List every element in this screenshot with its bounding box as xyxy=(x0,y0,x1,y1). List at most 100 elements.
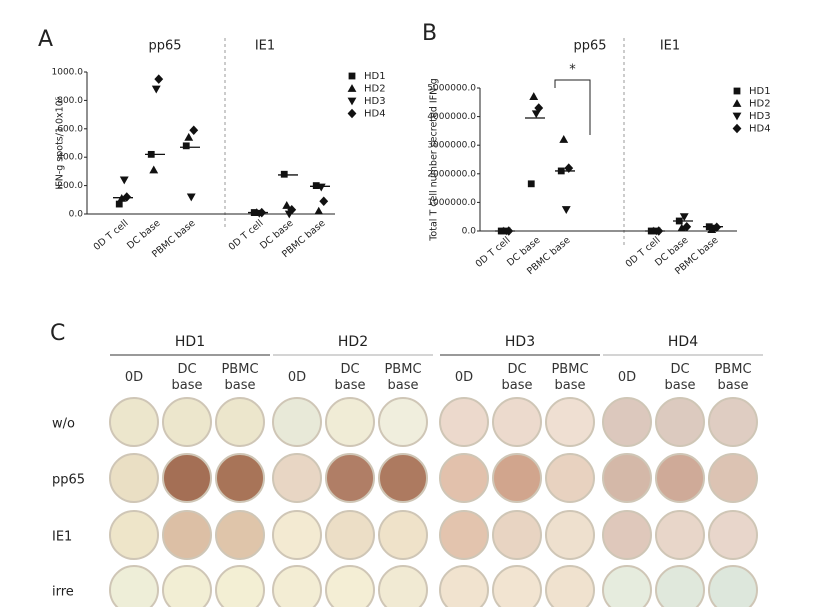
well xyxy=(109,510,159,560)
well xyxy=(602,510,652,560)
well xyxy=(109,565,159,607)
well xyxy=(492,510,542,560)
data-point xyxy=(282,201,292,209)
data-point xyxy=(287,204,297,215)
condition-label: 0D xyxy=(287,370,307,385)
data-point xyxy=(682,221,692,232)
condition-label: 0D xyxy=(124,370,144,385)
well xyxy=(325,510,375,560)
data-point xyxy=(654,226,664,236)
y-axis-label: Total T cell number secreted IFN-g xyxy=(429,78,440,242)
well xyxy=(162,397,212,447)
data-point xyxy=(189,125,199,135)
donor-label: HD1 xyxy=(175,334,205,350)
group-label: IE1 xyxy=(660,39,680,54)
significance-bracket xyxy=(554,79,591,135)
treatment-label: irre xyxy=(52,585,74,600)
well xyxy=(439,510,489,560)
y-tick-label: 1000.0 xyxy=(52,68,84,78)
well xyxy=(162,453,212,503)
y-tick-label: 400.0 xyxy=(57,153,83,163)
well xyxy=(655,510,705,560)
donor-label: HD3 xyxy=(505,334,535,350)
well xyxy=(708,510,758,560)
legend-label: HD1 xyxy=(749,86,771,97)
legend-label: HD3 xyxy=(749,111,771,122)
y-tick-label: 3000000.0 xyxy=(427,141,476,151)
legend-label: HD2 xyxy=(749,99,771,110)
well xyxy=(378,397,428,447)
well xyxy=(545,397,595,447)
well xyxy=(378,453,428,503)
condition-label: DC base xyxy=(664,362,696,393)
legend-label: HD2 xyxy=(364,84,386,95)
legend-marker xyxy=(733,87,741,95)
y-tick-label: 200.0 xyxy=(57,181,83,191)
data-point xyxy=(154,74,164,84)
data-point xyxy=(677,223,687,232)
panel-label: B xyxy=(422,21,437,46)
legend-marker xyxy=(732,112,742,121)
data-point xyxy=(712,222,722,233)
legend-label: HD4 xyxy=(749,124,771,135)
well xyxy=(708,453,758,503)
legend-label: HD4 xyxy=(364,109,386,120)
well xyxy=(439,453,489,503)
data-point xyxy=(534,103,544,113)
group-label: pp65 xyxy=(573,39,606,54)
well xyxy=(492,565,542,607)
data-point xyxy=(504,226,514,236)
y-tick-label: 5000000.0 xyxy=(427,84,476,94)
well xyxy=(545,453,595,503)
well xyxy=(272,453,322,503)
condition-label: DC base xyxy=(334,362,366,393)
data-point xyxy=(147,150,155,158)
data-point xyxy=(122,192,132,202)
well xyxy=(325,397,375,447)
well xyxy=(109,397,159,447)
group-label: pp65 xyxy=(148,39,181,54)
data-point xyxy=(280,170,288,178)
legend-marker xyxy=(348,72,356,80)
data-point xyxy=(319,196,329,206)
condition-label: 0D xyxy=(454,370,474,385)
well xyxy=(708,397,758,447)
legend-marker xyxy=(347,108,357,119)
group-label: IE1 xyxy=(255,39,275,54)
data-point xyxy=(527,180,535,188)
well xyxy=(109,453,159,503)
well xyxy=(272,397,322,447)
condition-label: 0D xyxy=(617,370,637,385)
treatment-label: pp65 xyxy=(52,473,85,488)
well xyxy=(272,510,322,560)
well xyxy=(215,510,265,560)
well xyxy=(215,453,265,503)
panel-label: C xyxy=(50,321,65,346)
condition-label: PBMC base xyxy=(384,362,422,393)
well xyxy=(545,510,595,560)
well xyxy=(492,397,542,447)
well xyxy=(655,397,705,447)
data-point xyxy=(559,135,569,143)
well xyxy=(325,565,375,607)
y-tick-label: 1000000.0 xyxy=(427,198,476,208)
data-point xyxy=(316,183,326,192)
data-point xyxy=(561,206,571,214)
well xyxy=(378,565,428,607)
well xyxy=(602,453,652,503)
y-tick-label: 600.0 xyxy=(57,124,83,134)
well xyxy=(545,565,595,607)
well xyxy=(272,565,322,607)
well xyxy=(602,565,652,607)
data-point xyxy=(679,213,689,222)
condition-label: PBMC base xyxy=(551,362,589,393)
condition-label: DC base xyxy=(501,362,533,393)
legend-label: HD1 xyxy=(364,71,386,82)
condition-label: PBMC base xyxy=(714,362,752,393)
data-point xyxy=(117,193,127,202)
well xyxy=(602,397,652,447)
well xyxy=(215,397,265,447)
donor-label: HD4 xyxy=(668,334,698,350)
y-tick-label: 0.0 xyxy=(69,210,84,220)
